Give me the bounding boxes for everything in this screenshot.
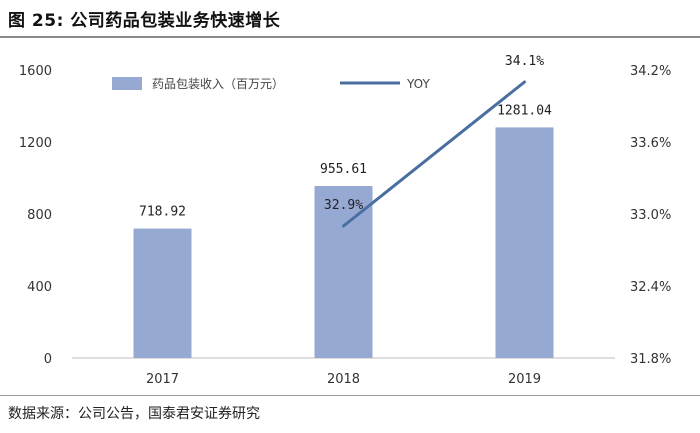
chart-title: 图 25: 公司药品包装业务快速增长 (8, 11, 281, 31)
right-axis-tick-label: 31.8% (630, 352, 671, 367)
bar-value-label: 718.92 (139, 205, 186, 220)
yoy-line (342, 80, 526, 228)
right-axis-tick-label: 34.2% (630, 64, 671, 79)
bottom-divider (0, 395, 700, 396)
x-axis-tick-label: 2019 (508, 372, 541, 387)
left-axis-tick-label: 0 (44, 352, 52, 367)
source-note: 数据来源：公司公告，国泰君安证券研究 (8, 406, 260, 422)
bar-2018 (314, 185, 373, 358)
bar-value-label: 955.61 (320, 162, 367, 177)
left-axis-tick-label: 1600 (19, 64, 52, 79)
top-divider (0, 36, 700, 38)
legend-label-bar: 药品包装收入（百万元） (152, 77, 284, 91)
right-axis-tick-label: 32.4% (630, 280, 671, 295)
right-axis-tick-label: 33.0% (630, 208, 671, 223)
left-axis-tick-label: 400 (27, 280, 52, 295)
bar-2019 (495, 127, 554, 358)
legend-swatch-bar (112, 77, 142, 90)
legend-label-line: YOY (406, 77, 430, 91)
bar-value-label: 1281.04 (497, 103, 552, 118)
yoy-point-label: 34.1% (505, 54, 544, 69)
bar-2017 (133, 228, 192, 358)
yoy-point-label: 32.9% (324, 198, 363, 213)
left-axis-tick-label: 800 (27, 208, 52, 223)
right-axis-tick-label: 33.6% (630, 136, 671, 151)
left-axis-tick-label: 1200 (19, 136, 52, 151)
x-axis-tick-label: 2017 (146, 372, 179, 387)
x-axis-tick-label: 2018 (327, 372, 360, 387)
